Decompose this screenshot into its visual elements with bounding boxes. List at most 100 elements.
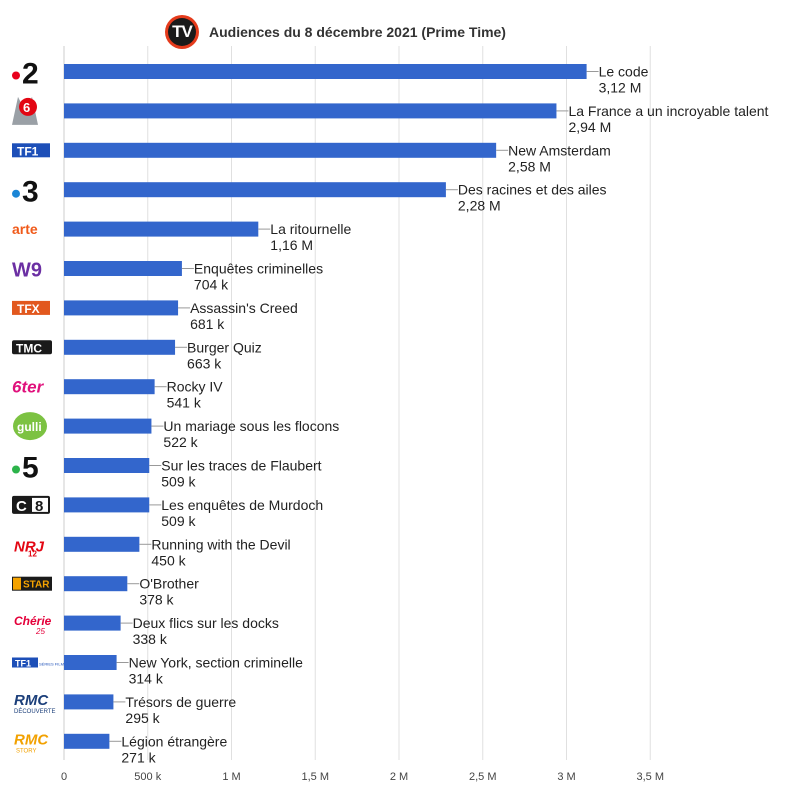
tfx-logo-icon: TFX (12, 300, 50, 316)
tv-logo-icon: TV (165, 15, 199, 49)
arte-logo-icon: arte (12, 221, 38, 237)
logo-box (12, 143, 50, 158)
value-label: 522 k (163, 434, 198, 450)
program-label: Assassin's Creed (190, 300, 298, 316)
logo-shape (13, 412, 47, 441)
bar (64, 221, 259, 237)
value-label: 450 k (151, 552, 186, 568)
value-label: 338 k (133, 631, 168, 647)
program-label: Running with the Devil (151, 536, 290, 552)
program-label: Trésors de guerre (125, 694, 236, 710)
program-label: Enquêtes criminelles (194, 261, 323, 277)
program-label: New Amsterdam (508, 142, 611, 158)
program-label: Sur les traces de Flaubert (161, 458, 321, 474)
value-label: 2,94 M (568, 119, 611, 135)
logo-glyph: TF1 (17, 144, 39, 158)
logo-glyph: TMC (16, 341, 42, 355)
logo-glyph: SÉRIES FILMS (39, 662, 67, 667)
chart-title: Audiences du 8 décembre 2021 (Prime Time… (209, 24, 506, 40)
program-label: Rocky IV (167, 379, 224, 395)
program-label: Un mariage sous les flocons (163, 418, 339, 434)
bar (64, 261, 182, 276)
value-label: 541 k (167, 395, 202, 411)
value-label: 663 k (187, 355, 222, 371)
logo-glyph: STORY (16, 748, 36, 754)
bar (64, 458, 150, 473)
x-tick-label: 500 k (134, 771, 161, 783)
logo-glyph: 25 (35, 627, 45, 636)
program-label: La France a un incroyable talent (568, 103, 768, 119)
x-tick-label: 0 (61, 771, 67, 783)
value-label: 509 k (161, 474, 196, 490)
program-label: Le code (599, 64, 649, 80)
tv-logo-text: TV (172, 22, 193, 41)
bar (64, 182, 446, 198)
program-label: Des racines et des ailes (458, 182, 607, 198)
logo-glyph: RMC (14, 731, 49, 748)
bar (64, 142, 497, 158)
bar (64, 655, 117, 670)
tf1-logo-icon: TF1 (12, 143, 50, 158)
value-label: 2,28 M (458, 198, 501, 214)
gulli-logo-icon: gulli (13, 412, 47, 441)
value-label: 378 k (139, 592, 174, 608)
value-label: 509 k (161, 513, 196, 529)
tmc-logo-icon: TMC (12, 340, 52, 355)
program-label: New York, section criminelle (129, 655, 304, 671)
logo-box (12, 495, 50, 514)
logo-box (13, 577, 21, 590)
logo-glyph: DÉCOUVERTE (14, 708, 56, 715)
logo-glyph: 8 (35, 498, 43, 515)
program-label: Burger Quiz (187, 339, 262, 355)
bar (64, 339, 176, 355)
x-tick-label: 2 M (390, 771, 408, 783)
france-3-logo-icon: 3 (12, 176, 39, 209)
value-label: 3,12 M (599, 80, 642, 96)
logo-dot (12, 189, 20, 198)
bar (64, 576, 128, 592)
logo-glyph: arte (12, 221, 38, 237)
logo-dot (19, 97, 37, 116)
program-label: La ritournelle (270, 221, 351, 237)
logo-glyph: 6ter (12, 378, 45, 397)
program-label: Les enquêtes de Murdoch (161, 497, 323, 513)
bar (64, 300, 179, 316)
logo-box (12, 576, 52, 591)
logo-glyph: RMC (14, 692, 49, 709)
x-tick-label: 3,5 M (636, 771, 664, 783)
logo-box (12, 258, 52, 279)
bar (64, 694, 114, 710)
tf1-series-films-logo-icon: TF1 SÉRIES FILMS (12, 657, 67, 669)
program-label: Deux flics sur les docks (133, 615, 279, 631)
logo-glyph: gulli (17, 420, 42, 434)
program-label: Légion étrangère (121, 733, 227, 749)
logo-glyph: W9 (12, 260, 42, 282)
value-label: 295 k (125, 710, 160, 726)
value-label: 2,58 M (508, 158, 551, 174)
x-tick-label: 3 M (557, 771, 575, 783)
bar (64, 615, 121, 631)
logo-glyph: STAR (23, 580, 50, 591)
logo-box (32, 497, 48, 512)
x-tick-label: 2,5 M (469, 771, 497, 783)
program-label: O'Brother (139, 576, 199, 592)
bar (64, 497, 150, 513)
logo-shape (12, 96, 38, 125)
x-tick-label: 1 M (222, 771, 240, 783)
logo-glyph: TF1 (15, 659, 31, 669)
logo-glyph: 5 (22, 452, 39, 485)
value-label: 271 k (121, 749, 156, 765)
france-2-logo-icon: 2 (12, 58, 39, 91)
logo-glyph: 12 (28, 549, 37, 558)
logo-glyph: NRJ (14, 538, 45, 555)
logo-dot (12, 71, 20, 80)
m6-logo-icon: 6 (12, 96, 38, 125)
logo-glyph: C (16, 498, 27, 515)
bar (64, 733, 110, 749)
logo-box (12, 340, 52, 355)
